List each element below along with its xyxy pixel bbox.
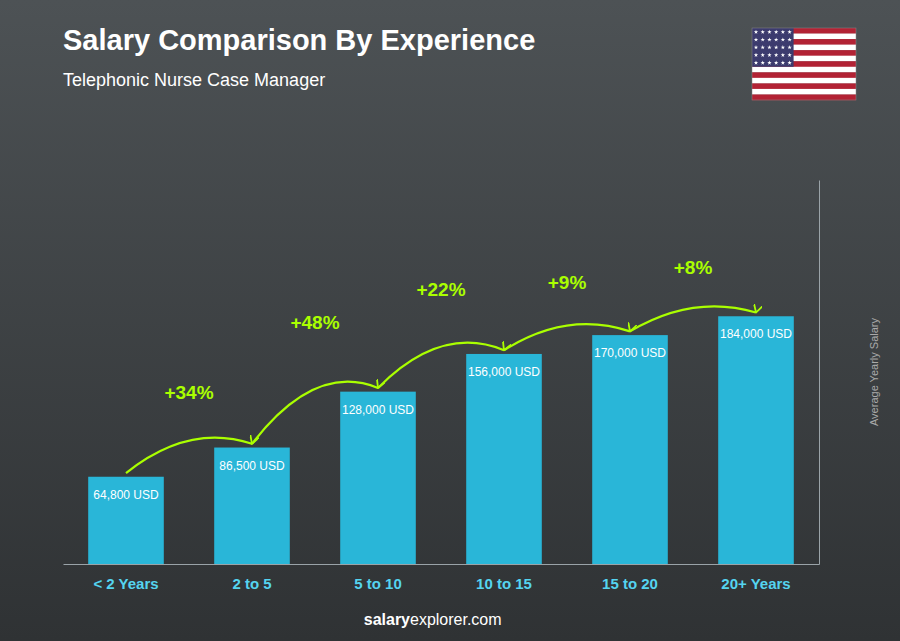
change-label: +8% — [674, 257, 713, 278]
flag-star — [761, 53, 765, 57]
flag-star — [761, 37, 765, 41]
bar — [466, 354, 542, 564]
flag-star — [774, 53, 778, 57]
change-label: +22% — [416, 279, 465, 300]
flag-star — [781, 45, 785, 49]
x-tick-label: 5 to 10 — [354, 575, 402, 592]
x-tick-label: 10 to 15 — [476, 575, 532, 592]
bar — [718, 316, 794, 564]
y-axis-line — [819, 181, 820, 565]
flag-star — [767, 53, 771, 57]
x-tick-label: 20+ Years — [721, 575, 790, 592]
flag-star — [754, 37, 758, 41]
flag-star — [754, 53, 758, 57]
subtitle: Telephonic Nurse Case Manager — [63, 70, 325, 90]
flag-border — [752, 28, 856, 100]
flag-star — [781, 37, 785, 41]
change-label: +34% — [164, 382, 213, 403]
flag-star — [767, 45, 771, 49]
bar — [214, 448, 290, 564]
flag-star — [787, 45, 791, 49]
flag-stripe — [752, 83, 856, 89]
background — [0, 0, 900, 641]
y-axis — [819, 181, 820, 565]
flag-star — [774, 30, 778, 34]
x-tick: 10 to 15 — [476, 564, 532, 592]
x-tick: 15 to 20 — [602, 564, 658, 592]
data-label: 156,000 USD — [468, 365, 540, 379]
flag-star — [761, 45, 765, 49]
bar — [340, 392, 416, 564]
flag-stripe — [752, 72, 856, 78]
texts: +34% +48% +22% +9% +8% 64,800 USD 86,500 USD 12… — [93, 257, 792, 502]
x-tick: 5 to 10 — [354, 564, 402, 592]
flag-stripe — [752, 94, 856, 100]
x-tick: < 2 Years — [93, 564, 158, 592]
flag-stripe — [752, 89, 856, 95]
flag-star — [754, 30, 758, 34]
watermark: explorer.com — [410, 611, 502, 628]
flag-star — [781, 53, 785, 57]
title: Salary Comparison By Experience — [63, 24, 535, 56]
flag-star — [774, 37, 778, 41]
data-label: 170,000 USD — [594, 346, 666, 360]
bars — [88, 316, 794, 564]
change-arcs — [126, 306, 756, 473]
flag-star — [767, 30, 771, 34]
x-tick: 20+ Years — [721, 564, 790, 592]
y-label: Average Yearly Salary — [868, 317, 880, 426]
flag-star — [781, 60, 785, 64]
flag — [752, 28, 856, 100]
flag-star — [754, 60, 758, 64]
flag-stripe — [752, 78, 856, 84]
x-tick-label: 15 to 20 — [602, 575, 658, 592]
x-axis-line — [64, 564, 820, 565]
data-label: 64,800 USD — [93, 488, 159, 502]
flag-star — [761, 30, 765, 34]
flag-star — [781, 30, 785, 34]
flag-star — [774, 45, 778, 49]
flag-star — [767, 37, 771, 41]
change-label: +48% — [290, 312, 339, 333]
x-tick-label: < 2 Years — [93, 575, 158, 592]
x-axis: < 2 Years 2 to 5 5 to 10 10 to 15 15 to 20 20… — [64, 564, 820, 592]
flag-star — [774, 60, 778, 64]
flag-star — [761, 60, 765, 64]
watermark: salary — [364, 611, 410, 628]
flag-star — [787, 37, 791, 41]
flag-star — [754, 45, 758, 49]
data-label: 184,000 USD — [720, 327, 792, 341]
x-tick-label: 2 to 5 — [232, 575, 271, 592]
x-tick: 2 to 5 — [232, 564, 271, 592]
change-label: +9% — [548, 272, 587, 293]
flag-stripe — [752, 67, 856, 73]
bar — [88, 477, 164, 564]
data-label: 86,500 USD — [219, 459, 285, 473]
flag-canton — [752, 28, 794, 67]
flag-star — [787, 53, 791, 57]
flag-star — [787, 60, 791, 64]
chart-svg: Salary Comparison By Experience Telephoni… — [0, 0, 900, 641]
flag-star — [787, 30, 791, 34]
data-label: 128,000 USD — [342, 403, 414, 417]
bar — [592, 335, 668, 564]
flag-star — [767, 60, 771, 64]
